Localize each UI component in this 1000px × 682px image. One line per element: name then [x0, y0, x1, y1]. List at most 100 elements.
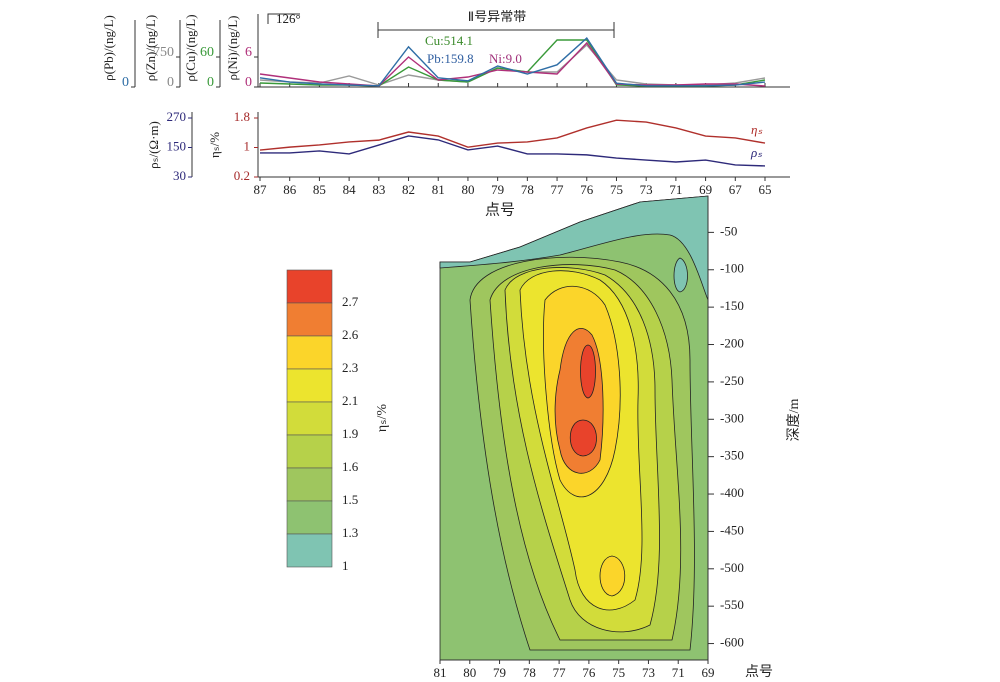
x-tick-label: 78 — [523, 665, 536, 680]
y-tick-label: -450 — [720, 522, 744, 537]
y-tick-label: -500 — [720, 560, 744, 575]
contour-band — [570, 419, 597, 457]
colorbar-label: 2.6 — [342, 327, 359, 342]
y2-tick-label: 270 — [167, 109, 187, 124]
colorbar-box — [286, 434, 333, 469]
x-tick-label: 76 — [582, 665, 596, 680]
y-tick-label: 750 — [153, 45, 174, 60]
colorbar-label: 1.6 — [342, 459, 359, 474]
y-tick-label: 0 — [167, 75, 174, 90]
colorbar-label: ηₛ/% — [375, 404, 390, 432]
y-axis-label: ρ(Zn)/(ng/L) — [143, 15, 158, 81]
y-axis-label: ρ(Pb)/(ng/L) — [101, 15, 116, 81]
x-tick-label: 71 — [672, 665, 685, 680]
y-tick-label: 6 — [245, 45, 252, 60]
colorbar-label: 2.1 — [342, 393, 358, 408]
x-tick-label: 67 — [729, 182, 743, 197]
x-tick-label: 81 — [432, 182, 445, 197]
colorbar-box — [286, 401, 333, 436]
anomaly-label: Ⅱ号异常带 — [468, 9, 526, 24]
y2-axis-label: ρₛ/(Ω·m) — [146, 121, 161, 169]
y-tick-label: -50 — [720, 223, 737, 238]
azimuth-mark — [267, 13, 300, 24]
series-line — [259, 41, 766, 87]
y-tick-label: -550 — [720, 597, 744, 612]
x-tick-label: 86 — [283, 182, 297, 197]
series-line — [260, 135, 766, 167]
annotation: Cu:514.1 — [425, 33, 473, 48]
x-tick-label: 77 — [551, 182, 565, 197]
x-tick-label: 79 — [491, 182, 504, 197]
y-axis-label: ρ(Ni)/(ng/L) — [225, 16, 240, 81]
x-tick-label: 73 — [642, 665, 655, 680]
annotation: Ni:9.0 — [489, 51, 522, 66]
contour-band — [599, 555, 626, 597]
colorbar-box — [286, 302, 333, 337]
colorbar-box — [286, 467, 333, 502]
y-tick-label: -300 — [720, 410, 744, 425]
colorbar-box — [286, 269, 333, 304]
x-tick-label: 76 — [580, 182, 594, 197]
contour-band — [673, 257, 688, 293]
contour-band — [580, 344, 596, 399]
x-tick-label: 65 — [759, 182, 772, 197]
y-tick-label: -600 — [720, 635, 744, 650]
x-tick-label: 69 — [702, 665, 715, 680]
y-tick-label: 1.8 — [234, 109, 250, 124]
x-tick-label: 71 — [669, 182, 682, 197]
x-tick-label: 79 — [493, 665, 506, 680]
x-tick-label: 84 — [343, 182, 357, 197]
y-tick-label: -200 — [720, 336, 744, 351]
series-line — [259, 36, 766, 87]
x-tick-label: 83 — [372, 182, 385, 197]
x-tick-label: 77 — [553, 665, 567, 680]
x-tick-label: 75 — [610, 182, 623, 197]
colorbar-label: 2.3 — [342, 360, 358, 375]
series-label: ηₛ — [751, 122, 762, 137]
y-axis-label: ηₛ/% — [207, 132, 222, 158]
colorbar-label: 2.7 — [342, 294, 359, 309]
series-line — [259, 119, 766, 151]
x-tick-label: 75 — [612, 665, 625, 680]
y-tick-label: 0 — [207, 75, 214, 90]
contour-band — [439, 195, 709, 301]
x-axis-label: 点号 — [745, 664, 773, 680]
x-tick-label: 78 — [521, 182, 534, 197]
y-tick-label: 1 — [244, 138, 251, 153]
y-tick-label: 0.2 — [234, 168, 250, 183]
contour-map — [439, 195, 709, 661]
x-axis-label: 点号 — [485, 201, 515, 218]
x-tick-label: 69 — [699, 182, 712, 197]
x-tick-label: 82 — [402, 182, 415, 197]
colorbar-label: 1.3 — [342, 525, 358, 540]
y-tick-label: 0 — [245, 75, 252, 90]
x-tick-label: 87 — [254, 182, 268, 197]
colorbar-label: 1.9 — [342, 426, 358, 441]
y-tick-label: -350 — [720, 448, 744, 463]
y-tick-label: -100 — [720, 261, 744, 276]
y-axis-label: ρ(Cu)/(ng/L) — [183, 14, 198, 81]
y-tick-label: 60 — [200, 45, 214, 60]
annotation: Pb:159.8 — [427, 51, 474, 66]
colorbar-box — [286, 368, 333, 403]
series-label: ρₛ — [750, 145, 762, 160]
colorbar-box — [286, 335, 333, 370]
y2-tick-label: 30 — [173, 168, 186, 183]
colorbar-label: 1.5 — [342, 492, 358, 507]
colorbar-label: 1 — [342, 558, 349, 573]
colorbar-box — [286, 533, 333, 568]
x-tick-label: 73 — [640, 182, 653, 197]
y2-tick-label: 150 — [167, 138, 187, 153]
y-tick-label: -400 — [720, 485, 744, 500]
azimuth: 126° — [276, 11, 301, 26]
x-tick-label: 85 — [313, 182, 326, 197]
y-tick-label: -150 — [720, 298, 744, 313]
colorbar-box — [286, 500, 333, 535]
x-tick-label: 80 — [463, 665, 476, 680]
x-tick-label: 81 — [434, 665, 447, 680]
x-tick-label: 80 — [461, 182, 474, 197]
depth-label: 深度/m — [786, 399, 802, 442]
y-tick-label: 0 — [122, 75, 129, 90]
y-tick-label: -250 — [720, 373, 744, 388]
